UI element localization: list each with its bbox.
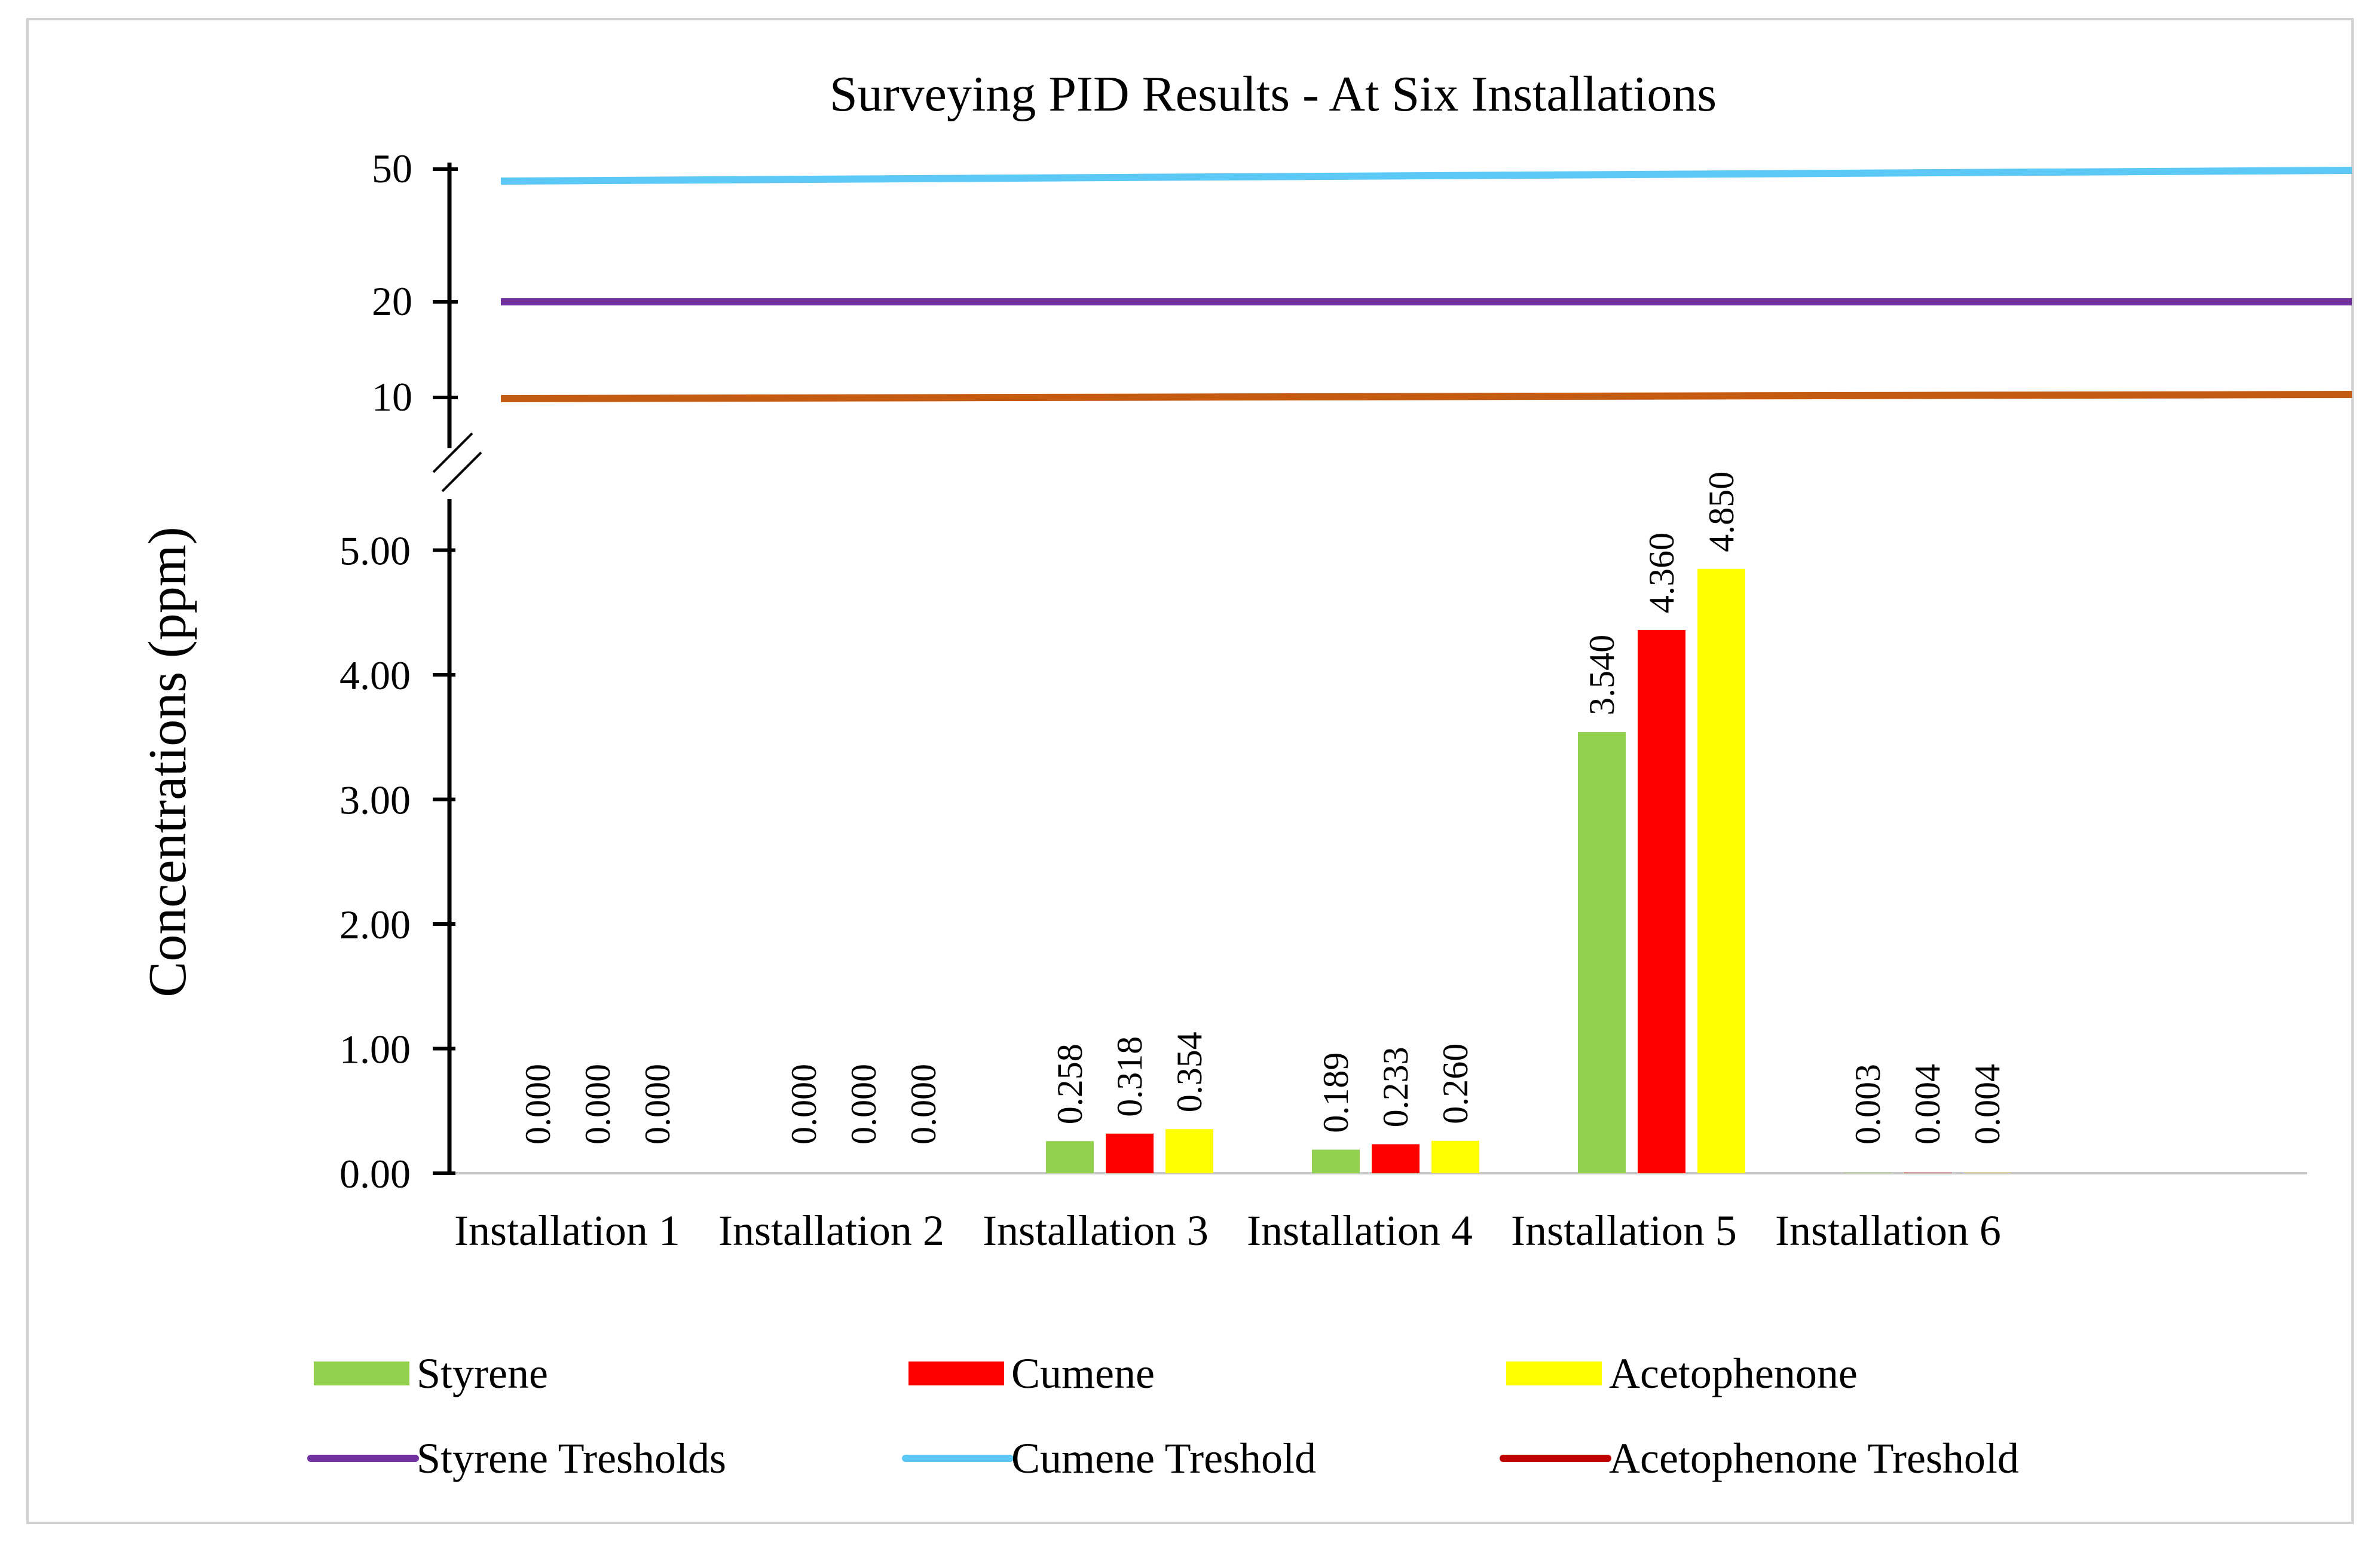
data-label: 0.000 — [578, 1064, 617, 1145]
category-label: Installation 1 — [454, 1207, 680, 1255]
data-label: 4.850 — [1702, 472, 1741, 552]
legend-swatch-acetophenone — [1506, 1362, 1602, 1385]
bar-styrene-3 — [1046, 1141, 1094, 1173]
category-label: Installation 2 — [718, 1207, 944, 1255]
category-label: Installation 6 — [1775, 1207, 2001, 1255]
lower-axis: 0.00 1.00 2.00 3.00 4.00 5.00 — [339, 499, 2307, 1197]
bar-labels: 0.000 0.000 0.000 0.000 0.000 0.000 0.258 0.318… — [518, 472, 2007, 1145]
data-label: 0.000 — [638, 1064, 677, 1145]
data-label: 0.260 — [1436, 1044, 1475, 1124]
upper-tick-label: 10 — [372, 374, 412, 420]
data-label: 0.354 — [1170, 1032, 1209, 1112]
data-label: 0.000 — [518, 1064, 558, 1145]
upper-axis: 10 20 50 — [372, 146, 482, 492]
data-label: 0.000 — [904, 1064, 943, 1145]
data-label: 3.540 — [1582, 635, 1622, 715]
data-label: 0.318 — [1110, 1036, 1149, 1117]
category-label: Installation 4 — [1247, 1207, 1473, 1255]
legend-swatch-cumene — [908, 1362, 1004, 1385]
axis-break-mark — [441, 451, 482, 492]
data-label: 0.004 — [1968, 1064, 2007, 1145]
y-tick-label: 1.00 — [339, 1027, 411, 1072]
y-tick-label: 5.00 — [339, 528, 411, 574]
legend-label-acetophenone-treshold: Acetophenone Treshold — [1609, 1434, 2019, 1482]
data-label: 0.233 — [1376, 1047, 1415, 1127]
bar-acetophenone-4 — [1431, 1140, 1479, 1173]
y-tick-label: 3.00 — [339, 778, 411, 823]
bars — [1046, 568, 2011, 1173]
y-tick-label: 0.00 — [339, 1151, 411, 1197]
threshold-lines — [500, 167, 2353, 402]
chart-title: Surveying PID Results - At Six Installat… — [830, 66, 1717, 122]
bar-acetophenone-3 — [1165, 1129, 1213, 1173]
y-axis-label: Concentrations (ppm) — [138, 527, 197, 997]
threshold-line-cumene-treshold — [500, 167, 2353, 185]
legend-label-acetophenone: Acetophenone — [1609, 1350, 1858, 1397]
bar-cumene-5 — [1638, 629, 1685, 1173]
chart-frame — [26, 18, 2354, 1524]
legend-swatch-styrene — [314, 1362, 409, 1385]
legend-label-cumene-treshold: Cumene Treshold — [1011, 1434, 1316, 1482]
legend-label-styrene-tresholds: Styrene Tresholds — [417, 1434, 726, 1482]
legend: Styrene Cumene Acetophenone Styrene Treshol… — [307, 1350, 2019, 1482]
bar-styrene-4 — [1312, 1149, 1360, 1173]
axis-break-mark — [432, 432, 473, 473]
y-tick-label: 4.00 — [339, 653, 411, 698]
upper-tick-label: 50 — [372, 146, 412, 191]
bar-acetophenone-5 — [1697, 568, 1745, 1173]
data-label: 0.004 — [1908, 1064, 1947, 1145]
y-tick-label: 2.00 — [339, 902, 411, 947]
category-label: Installation 5 — [1511, 1207, 1737, 1255]
data-label: 0.003 — [1848, 1064, 1888, 1145]
bar-cumene-3 — [1106, 1133, 1154, 1173]
bar-styrene-5 — [1578, 732, 1626, 1173]
threshold-line-acetophenone-treshold — [500, 391, 2353, 402]
upper-tick-label: 20 — [372, 279, 412, 324]
data-label: 4.360 — [1642, 533, 1681, 613]
data-label: 0.000 — [844, 1064, 883, 1145]
category-labels: Installation 1 Installation 2 Installation… — [454, 1207, 2001, 1255]
bar-cumene-4 — [1372, 1144, 1420, 1173]
legend-label-styrene: Styrene — [417, 1350, 548, 1397]
data-label: 0.189 — [1316, 1053, 1356, 1133]
data-label: 0.000 — [784, 1064, 824, 1145]
legend-label-cumene: Cumene — [1011, 1350, 1155, 1397]
data-label: 0.258 — [1050, 1044, 1090, 1124]
category-label: Installation 3 — [983, 1207, 1209, 1255]
